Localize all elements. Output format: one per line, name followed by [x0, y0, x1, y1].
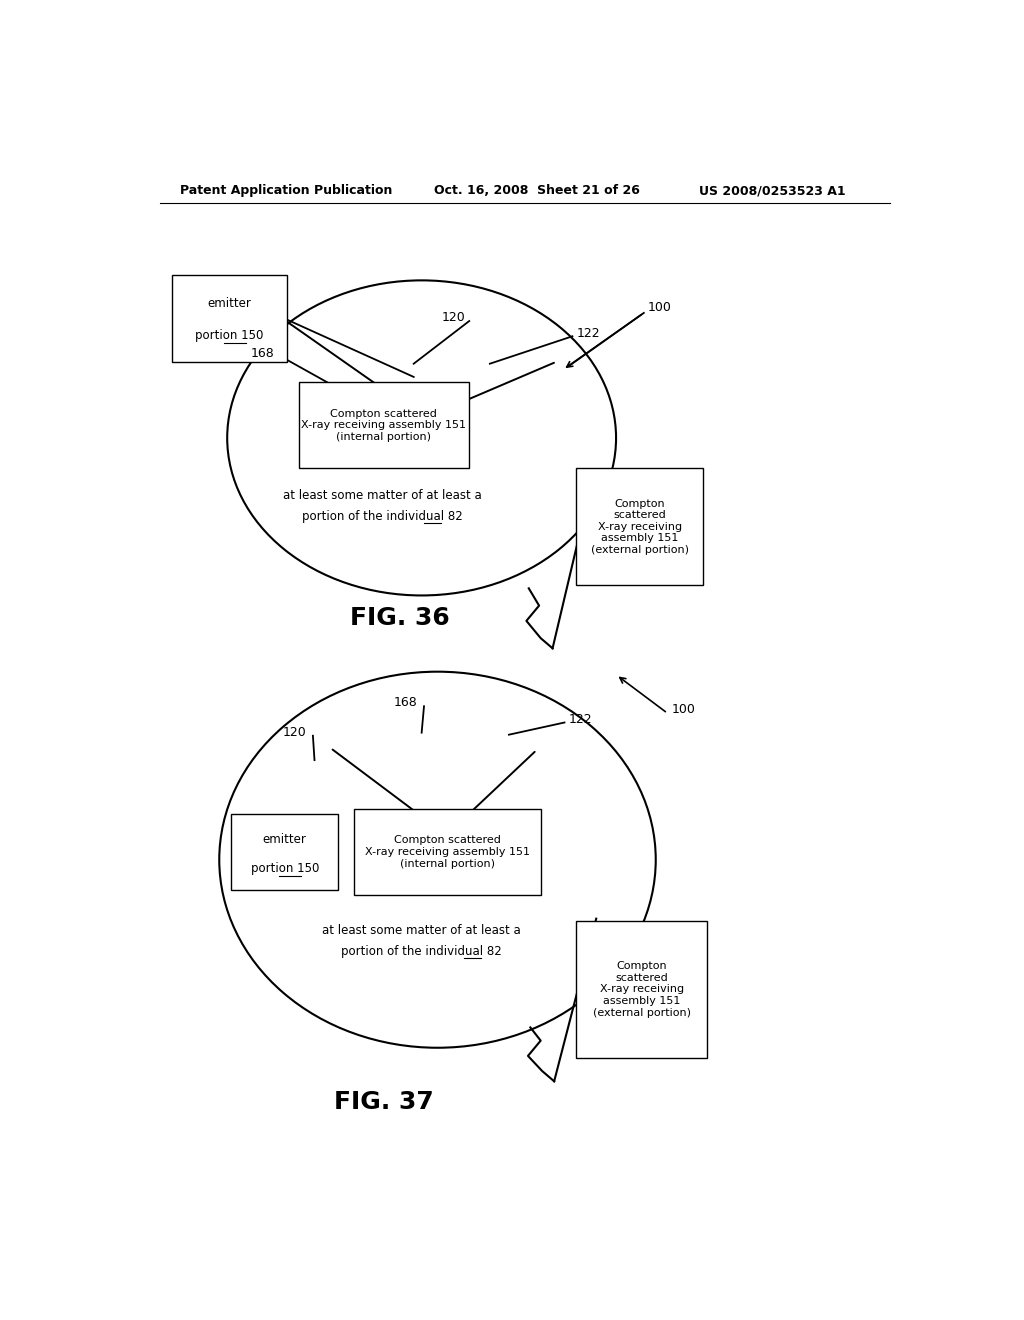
Text: at least some matter of at least a: at least some matter of at least a: [283, 490, 481, 503]
Text: US 2008/0253523 A1: US 2008/0253523 A1: [699, 185, 846, 198]
Text: emitter: emitter: [207, 297, 251, 310]
Text: Compton scattered
X-ray receiving assembly 151
(internal portion): Compton scattered X-ray receiving assemb…: [301, 409, 467, 442]
Bar: [577, 469, 703, 585]
Bar: [172, 276, 287, 362]
Bar: [299, 381, 469, 469]
Text: Compton scattered
X-ray receiving assembly 151
(internal portion): Compton scattered X-ray receiving assemb…: [365, 836, 530, 869]
Text: 168: 168: [394, 696, 418, 709]
Text: portion of the individual 82: portion of the individual 82: [341, 945, 502, 958]
Text: Compton
scattered
X-ray receiving
assembly 151
(external portion): Compton scattered X-ray receiving assemb…: [591, 499, 689, 554]
Text: 120: 120: [283, 726, 306, 739]
Text: Oct. 16, 2008  Sheet 21 of 26: Oct. 16, 2008 Sheet 21 of 26: [433, 185, 639, 198]
Text: Compton
scattered
X-ray receiving
assembly 151
(external portion): Compton scattered X-ray receiving assemb…: [593, 961, 691, 1018]
Text: FIG. 37: FIG. 37: [334, 1089, 434, 1114]
Text: portion 150: portion 150: [195, 329, 263, 342]
Bar: [231, 814, 338, 890]
Text: 168: 168: [251, 347, 274, 360]
Text: portion of the individual 82: portion of the individual 82: [302, 510, 462, 523]
Text: portion 150: portion 150: [251, 862, 318, 875]
Text: 120: 120: [441, 312, 465, 325]
Text: FIG. 36: FIG. 36: [350, 606, 450, 630]
Text: emitter: emitter: [263, 833, 306, 846]
Bar: [354, 809, 541, 895]
Text: 100: 100: [648, 301, 672, 314]
Text: 122: 122: [577, 327, 600, 339]
Text: 122: 122: [568, 713, 592, 726]
Text: at least some matter of at least a: at least some matter of at least a: [323, 924, 521, 937]
Text: Patent Application Publication: Patent Application Publication: [179, 185, 392, 198]
Text: 100: 100: [672, 702, 695, 715]
Bar: [577, 921, 708, 1057]
